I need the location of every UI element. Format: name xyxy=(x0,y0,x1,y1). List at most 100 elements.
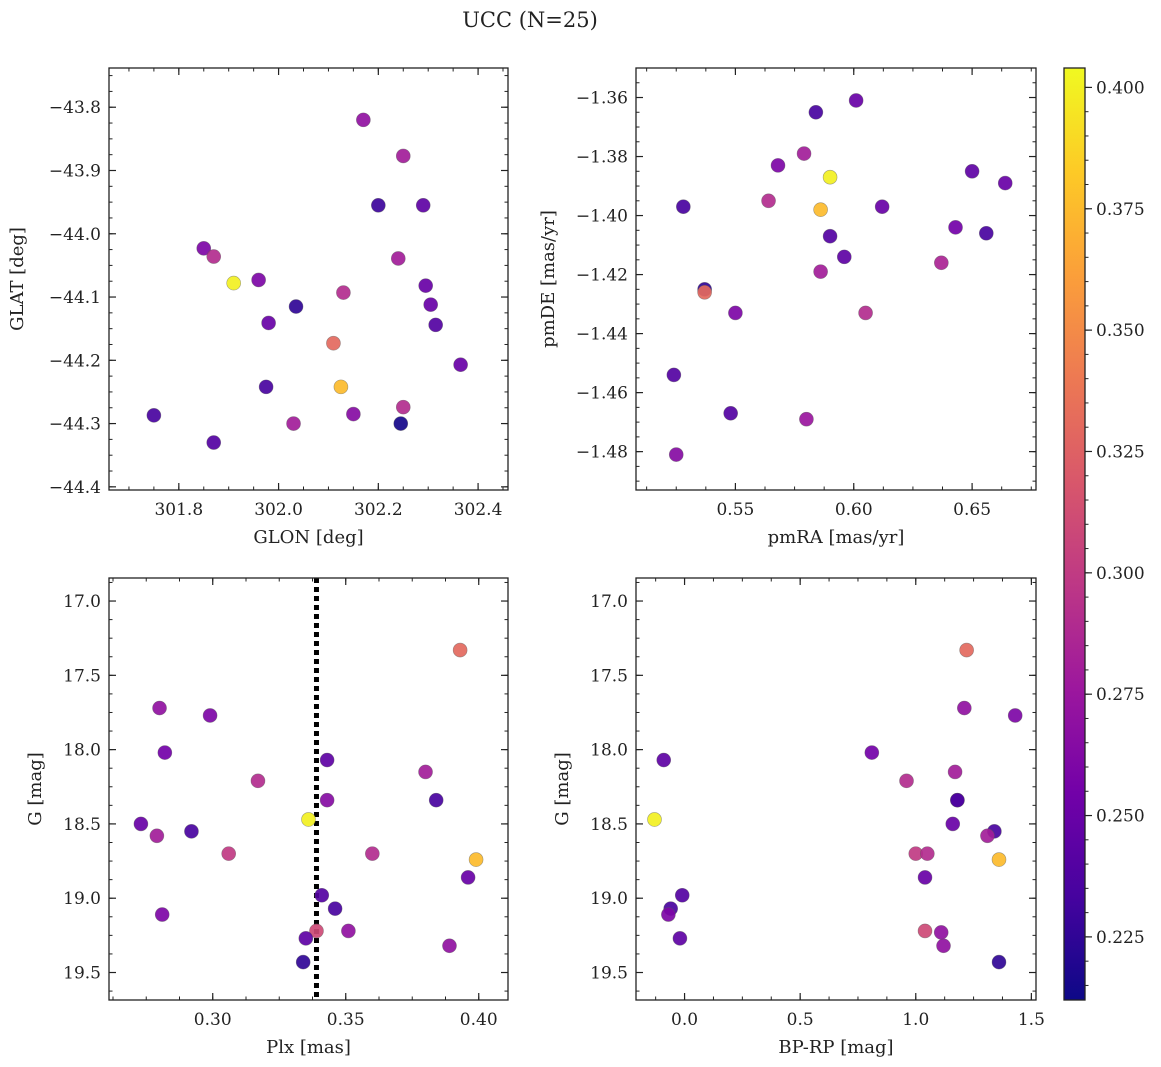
scatter-point xyxy=(154,907,170,922)
scatter-point xyxy=(157,745,173,760)
scatter-point xyxy=(934,255,949,271)
scatter-point xyxy=(964,163,980,179)
scatter-point xyxy=(666,367,682,383)
y-tick-label: −44.0 xyxy=(49,225,101,245)
scatter-point xyxy=(333,379,349,395)
y-tick-label: 17.0 xyxy=(63,592,101,612)
colorbar-tick-label: 0.400 xyxy=(1096,78,1145,98)
scatter-point xyxy=(770,158,786,173)
plot-area xyxy=(109,68,508,490)
y-tick-label: 17.0 xyxy=(590,592,628,612)
scatter-point xyxy=(858,305,873,321)
plot-frame xyxy=(635,67,1037,491)
panel-glon-glat: 301.8 302.0 302.2 302.4 −43.8 −43.9 −44.0 −44.1… xyxy=(7,67,509,548)
scatter-point xyxy=(723,405,738,421)
scatter-point xyxy=(453,357,468,373)
y-tick-label: −1.44 xyxy=(576,325,628,345)
scatter-point xyxy=(452,642,468,658)
scatter-point xyxy=(697,284,712,300)
plot-area xyxy=(636,578,1036,1000)
scatter-point xyxy=(206,249,222,264)
scatter-points xyxy=(666,93,1013,462)
y-tick-label: −1.48 xyxy=(576,443,628,463)
scatter-point xyxy=(917,870,933,885)
scatter-point xyxy=(947,764,963,780)
y-tick-label: 18.5 xyxy=(590,815,628,835)
panel-pmra-pmde: 0.55 0.60 0.65 −1.36 −1.38 −1.40 −1.42 −1.44 −1.… xyxy=(538,67,1037,548)
plot-area xyxy=(636,68,1036,490)
scatter-point xyxy=(393,416,409,431)
scatter-point xyxy=(468,852,484,867)
colorbar-frame xyxy=(1063,67,1086,1001)
scatter-point xyxy=(250,773,266,789)
scatter-point xyxy=(146,408,162,423)
y-axis-label: pmDE [mas/yr] xyxy=(538,210,559,348)
x-axis-label: Plx [mas] xyxy=(266,1037,351,1058)
scatter-point xyxy=(991,954,1007,970)
y-tick-label: −44.3 xyxy=(49,415,101,435)
scatter-point xyxy=(418,764,433,780)
scatter-point xyxy=(196,241,212,256)
scatter-point xyxy=(442,938,457,954)
scatter-point xyxy=(822,228,838,244)
scatter-point xyxy=(728,305,743,321)
y-axis-label: G [mag] xyxy=(25,752,46,825)
scatter-point xyxy=(959,642,974,658)
y-tick-label: −1.46 xyxy=(576,384,628,404)
x-tick-label: 1.5 xyxy=(1018,1010,1045,1030)
scatter-point xyxy=(326,335,341,351)
y-axis-label: GLAT [deg] xyxy=(7,227,28,331)
scatter-point xyxy=(390,251,406,266)
colorbar-tick-label: 0.325 xyxy=(1096,442,1145,462)
scatter-point xyxy=(1007,708,1023,723)
scatter-point xyxy=(796,146,812,161)
scatter-point xyxy=(395,148,411,164)
scatter-point xyxy=(346,406,361,422)
colorbar-tick-label: 0.275 xyxy=(1096,685,1145,705)
scatter-point xyxy=(261,315,276,331)
colorbar-gradient xyxy=(1064,68,1085,1000)
scatter-point xyxy=(874,199,890,214)
scatter-point xyxy=(415,197,431,213)
scatter-point xyxy=(978,225,994,241)
x-tick-label: 0.65 xyxy=(953,500,991,520)
scatter-point xyxy=(206,435,222,450)
y-tick-label: −43.9 xyxy=(49,161,101,181)
scatter-point xyxy=(226,275,241,291)
plot-area xyxy=(109,578,508,1000)
scatter-point xyxy=(899,773,914,789)
scatter-point xyxy=(917,923,933,939)
x-tick-label: 0.0 xyxy=(671,1010,698,1030)
colorbar: 0.225 0.250 0.275 0.300 0.325 0.350 0.375 0.400 xyxy=(1063,67,1145,1001)
plot-frame xyxy=(635,577,1037,1001)
scatter-point xyxy=(258,379,274,395)
scatter-point xyxy=(336,285,351,300)
scatter-point xyxy=(836,249,852,265)
x-tick-label: 301.8 xyxy=(154,500,203,520)
scatter-point xyxy=(395,399,411,415)
scatter-point xyxy=(945,816,961,832)
x-tick-label: 302.4 xyxy=(454,500,503,520)
scatter-point xyxy=(920,846,935,861)
y-tick-label: 18.0 xyxy=(590,741,628,761)
plot-frame xyxy=(108,577,509,1001)
scatter-point xyxy=(661,907,676,922)
scatter-point xyxy=(327,901,343,916)
scatter-point xyxy=(221,846,236,861)
scatter-point xyxy=(418,278,434,293)
x-tick-label: 302.0 xyxy=(254,500,303,520)
scatter-point xyxy=(202,708,218,723)
scatter-point xyxy=(808,104,824,120)
scatter-point xyxy=(957,700,972,716)
y-tick-label: 17.5 xyxy=(590,666,628,686)
scatter-points xyxy=(146,112,468,450)
y-tick-label: −44.4 xyxy=(49,478,101,498)
x-tick-label: 0.55 xyxy=(716,500,754,520)
scatter-point xyxy=(674,887,690,903)
scatter-point xyxy=(314,887,330,903)
x-tick-label: 0.30 xyxy=(194,1010,232,1030)
scatter-point xyxy=(864,745,880,760)
scatter-point xyxy=(647,812,662,827)
scatter-point xyxy=(319,752,335,768)
x-tick-label: 0.40 xyxy=(460,1010,498,1030)
